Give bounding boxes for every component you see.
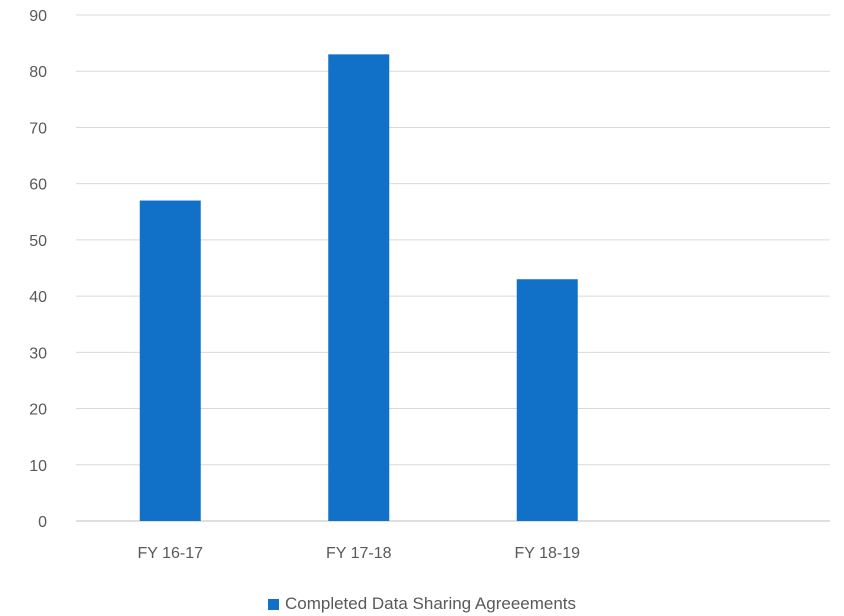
bar bbox=[516, 279, 578, 521]
y-tick-label: 20 bbox=[29, 402, 47, 419]
legend-label: Completed Data Sharing Agreeements bbox=[284, 594, 577, 613]
y-tick-label: 70 bbox=[29, 120, 47, 137]
y-tick-label: 10 bbox=[29, 458, 47, 475]
bar bbox=[139, 200, 201, 522]
y-axis-tick-labels: 0 10 20 30 40 50 60 70 80 90 bbox=[29, 8, 47, 531]
y-tick-label: 60 bbox=[29, 177, 47, 194]
gridlines bbox=[76, 14, 830, 522]
y-tick-label: 50 bbox=[29, 233, 47, 250]
x-category-label: FY 16-17 bbox=[137, 545, 203, 562]
x-axis-category-labels: FY 16-17 FY 17-18 FY 18-19 bbox=[137, 545, 580, 562]
legend: Completed Data Sharing Agreeements bbox=[0, 592, 844, 616]
y-tick-label: 80 bbox=[29, 64, 47, 81]
x-category-label: FY 17-18 bbox=[326, 545, 392, 562]
y-tick-label: 90 bbox=[29, 8, 47, 25]
y-tick-label: 40 bbox=[29, 289, 47, 306]
bars bbox=[139, 54, 578, 522]
legend-swatch bbox=[267, 598, 279, 610]
x-category-label: FY 18-19 bbox=[514, 545, 580, 562]
y-tick-label: 0 bbox=[38, 514, 47, 531]
y-tick-label: 30 bbox=[29, 345, 47, 362]
bar bbox=[328, 54, 390, 521]
